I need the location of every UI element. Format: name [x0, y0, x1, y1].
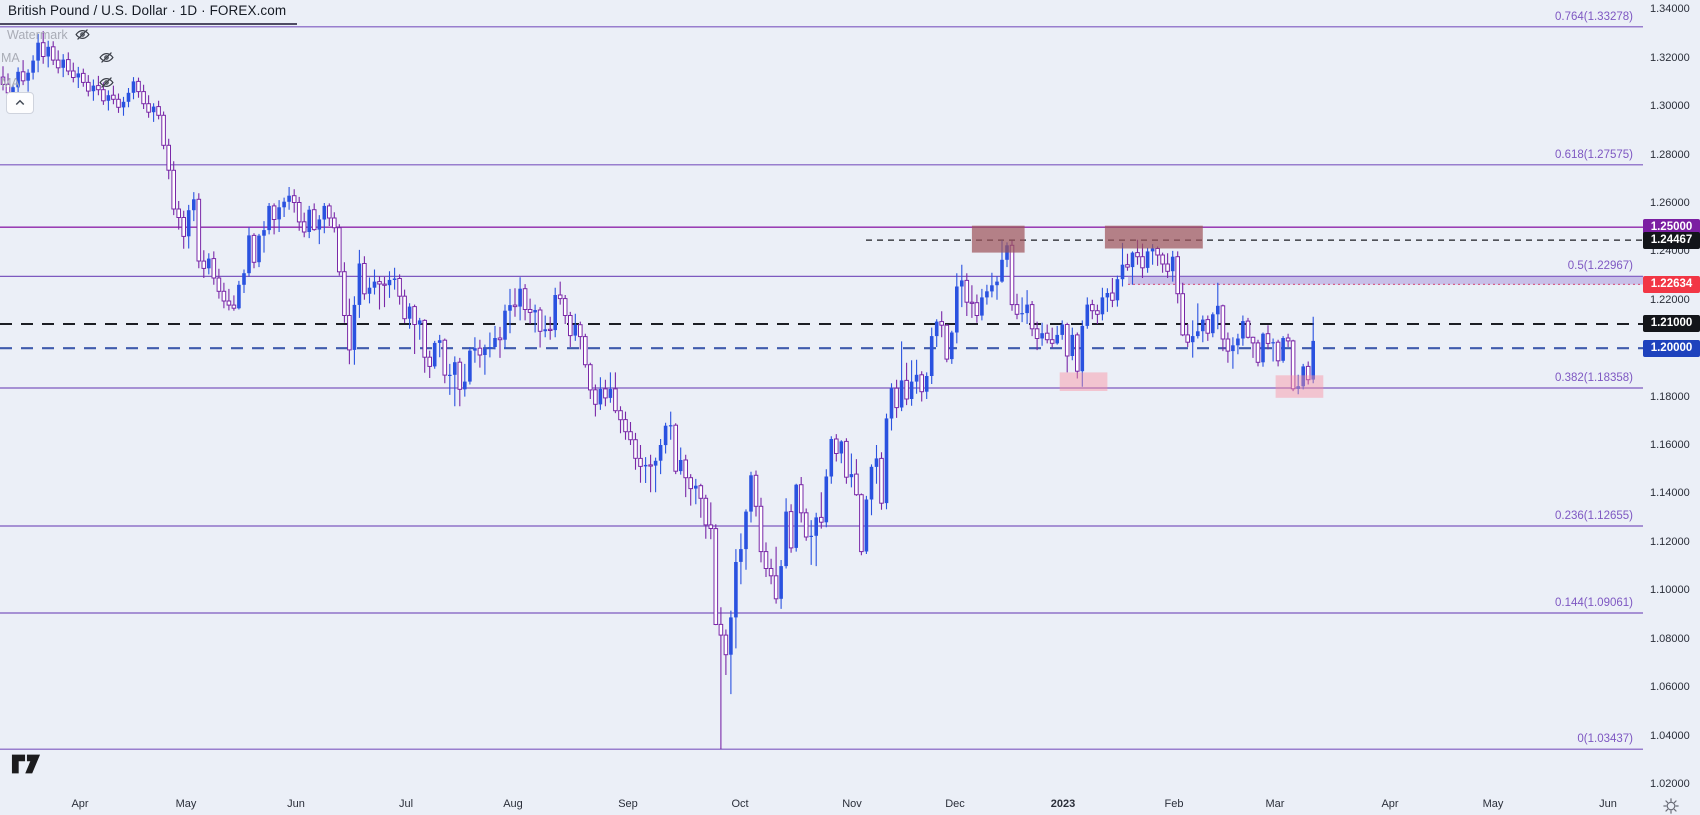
eye-off-icon[interactable]: [74, 26, 91, 43]
price-tick-label: 1.10000: [1650, 584, 1690, 596]
price-badge: 1.20000: [1643, 340, 1700, 357]
price-badge: 1.21000: [1643, 315, 1700, 332]
indicator-label: MA: [1, 50, 20, 65]
price-tick-label: 1.30000: [1650, 100, 1690, 112]
legend-row-ma-2: MA: [1, 74, 115, 91]
price-tick-label: 1.26000: [1650, 197, 1690, 209]
price-badge: 1.24467: [1643, 232, 1700, 249]
month-label: Jul: [398, 798, 414, 810]
month-label: Oct: [731, 798, 749, 810]
fib-level-label: 0.5(1.22967): [1567, 260, 1633, 272]
title-underline: [0, 23, 297, 25]
month-label: Mar: [1265, 798, 1285, 810]
month-label: Apr: [1381, 798, 1399, 810]
indicator-label: Watermark: [7, 27, 68, 42]
month-label: Dec: [945, 798, 965, 810]
month-label: Aug: [503, 798, 523, 810]
price-tick-label: 1.12000: [1650, 536, 1690, 548]
eye-off-icon[interactable]: [98, 49, 115, 66]
price-axis[interactable]: 1.34000 1.32000 1.30000 1.28000 1.26000 1.240…: [1643, 0, 1700, 790]
tradingview-logo[interactable]: [11, 753, 41, 775]
price-badge: 1.25000: [1643, 219, 1700, 236]
eye-off-icon[interactable]: [98, 74, 115, 91]
legend-collapse-button[interactable]: [6, 92, 34, 114]
month-label: Sep: [618, 798, 638, 810]
price-tick-label: 1.22000: [1650, 294, 1690, 306]
fib-level-label: 0.144(1.09061): [1554, 597, 1633, 609]
price-tick-label: 1.34000: [1650, 3, 1690, 15]
month-label: Feb: [1164, 798, 1184, 810]
price-tick-label: 1.18000: [1650, 391, 1690, 403]
price-tick-label: 1.06000: [1650, 681, 1690, 693]
month-label: Nov: [842, 798, 862, 810]
fib-level-label: 0(1.03437): [1577, 733, 1633, 745]
indicator-label: MA: [1, 75, 20, 90]
price-tick-label: 1.08000: [1650, 633, 1690, 645]
month-label: May: [1482, 798, 1504, 810]
price-badge: 1.22634: [1643, 276, 1700, 293]
price-tick-label: 1.16000: [1650, 439, 1690, 451]
time-axis[interactable]: Apr May Jun Jul Aug Sep Oct Nov Dec 2023 Feb Mar Apr…: [0, 790, 1700, 815]
price-tick-label: 1.04000: [1650, 730, 1690, 742]
candlestick-chart[interactable]: [0, 0, 1643, 790]
settings-gear-icon[interactable]: [1662, 797, 1680, 815]
fib-level-label: 0.236(1.12655): [1554, 510, 1633, 522]
month-label: Jun: [287, 798, 305, 810]
year-label: 2023: [1050, 798, 1076, 810]
chevron-up-icon: [15, 99, 25, 106]
fib-level-label: 0.618(1.27575): [1554, 149, 1633, 161]
fib-level-label: 0.382(1.18358): [1554, 372, 1633, 384]
month-label: May: [175, 798, 197, 810]
month-label: Jun: [1599, 798, 1617, 810]
price-tick-label: 1.32000: [1650, 52, 1690, 64]
price-tick-label: 1.28000: [1650, 149, 1690, 161]
symbol-title: British Pound / U.S. Dollar · 1D · FOREX…: [8, 3, 287, 18]
price-tick-label: 1.02000: [1650, 778, 1690, 790]
legend-row-watermark: Watermark: [7, 26, 91, 43]
fib-level-label: 0.764(1.33278): [1554, 11, 1633, 23]
month-label: Apr: [71, 798, 89, 810]
price-tick-label: 1.14000: [1650, 487, 1690, 499]
legend-row-ma-1: MA: [1, 49, 115, 66]
